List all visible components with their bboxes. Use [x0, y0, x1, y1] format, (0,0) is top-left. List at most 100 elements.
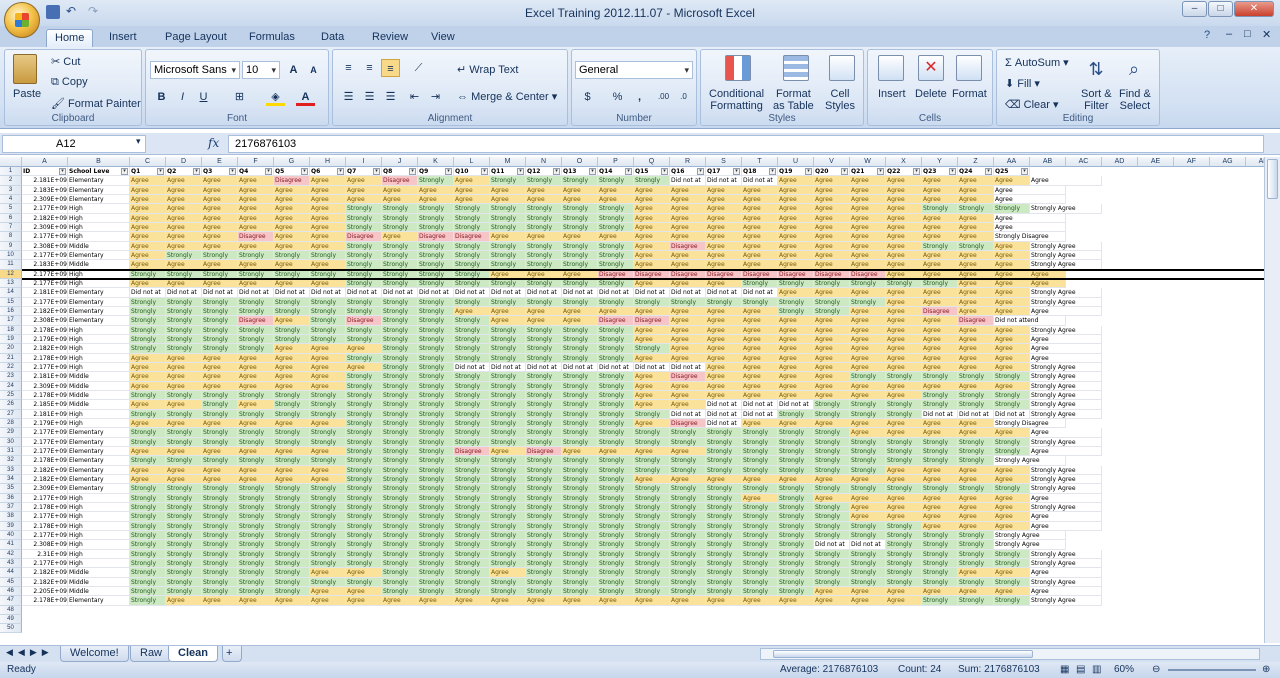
- response-cell[interactable]: Strongly: [598, 568, 634, 578]
- cell-styles-button[interactable]: Cell Styles: [825, 88, 855, 112]
- response-cell[interactable]: Strongly: [526, 400, 562, 410]
- response-cell[interactable]: Agree: [274, 362, 310, 373]
- response-cell[interactable]: Strongly: [310, 484, 346, 494]
- response-cell[interactable]: Strongly: [562, 213, 598, 223]
- response-cell[interactable]: Agree: [778, 250, 814, 261]
- response-cell[interactable]: Strongly: [706, 297, 742, 307]
- response-cell[interactable]: Strongly: [130, 540, 166, 550]
- response-cell[interactable]: Strongly: [418, 390, 454, 401]
- response-cell[interactable]: Strongly Agree: [994, 530, 1066, 541]
- response-cell[interactable]: Agree: [526, 194, 562, 205]
- response-cell[interactable]: Strongly: [382, 484, 418, 494]
- response-cell[interactable]: Agree: [958, 194, 994, 205]
- response-cell[interactable]: Strongly: [202, 502, 238, 513]
- response-cell[interactable]: Strongly: [958, 549, 994, 559]
- response-cell[interactable]: Agree: [238, 204, 274, 214]
- filter-dropdown-icon[interactable]: ▾: [697, 168, 704, 175]
- increase-decimal-button[interactable]: .00: [657, 92, 670, 101]
- response-cell[interactable]: Agree: [166, 222, 202, 233]
- response-cell[interactable]: Agree: [706, 316, 742, 326]
- response-cell[interactable]: Strongly Agree: [1030, 558, 1102, 569]
- response-cell[interactable]: Agree: [1030, 568, 1102, 578]
- response-cell[interactable]: Strongly: [922, 484, 958, 494]
- response-cell[interactable]: Strongly: [490, 530, 526, 541]
- response-cell[interactable]: Strongly: [454, 521, 490, 531]
- percent-button[interactable]: %: [612, 91, 623, 103]
- response-cell[interactable]: Strongly: [598, 540, 634, 550]
- id-cell[interactable]: 2.177E+09: [22, 558, 68, 569]
- response-cell[interactable]: Strongly: [346, 334, 382, 345]
- response-cell[interactable]: Agree: [454, 596, 490, 606]
- response-cell[interactable]: Strongly: [814, 577, 850, 587]
- response-cell[interactable]: Strongly: [166, 297, 202, 307]
- response-cell[interactable]: Agree: [706, 390, 742, 401]
- response-cell[interactable]: Strongly: [922, 446, 958, 457]
- response-cell[interactable]: Strongly: [778, 465, 814, 475]
- response-cell[interactable]: Strongly: [526, 344, 562, 354]
- response-cell[interactable]: Strongly: [958, 446, 994, 457]
- response-cell[interactable]: Strongly: [418, 344, 454, 354]
- response-cell[interactable]: Agree: [814, 250, 850, 261]
- response-cell[interactable]: Agree: [670, 232, 706, 242]
- column-header[interactable]: Y: [922, 157, 958, 167]
- response-cell[interactable]: Strongly: [922, 437, 958, 447]
- response-cell[interactable]: Strongly: [382, 586, 418, 597]
- response-cell[interactable]: Strongly: [634, 344, 670, 354]
- response-cell[interactable]: Agree: [778, 185, 814, 195]
- header-cell[interactable]: Q11 ▾: [490, 167, 526, 177]
- response-cell[interactable]: Strongly: [562, 493, 598, 503]
- response-cell[interactable]: Strongly: [418, 502, 454, 513]
- response-cell[interactable]: Strongly: [418, 530, 454, 541]
- response-cell[interactable]: Agree: [742, 493, 778, 503]
- response-cell[interactable]: Strongly: [598, 334, 634, 345]
- response-cell[interactable]: Disagree: [454, 232, 490, 242]
- response-cell[interactable]: Agree: [634, 474, 670, 485]
- response-cell[interactable]: Strongly: [418, 474, 454, 485]
- response-cell[interactable]: Strongly: [166, 577, 202, 587]
- id-cell[interactable]: 2.308E+09: [22, 540, 68, 550]
- response-cell[interactable]: Agree: [958, 586, 994, 597]
- response-cell[interactable]: Strongly: [418, 325, 454, 335]
- response-cell[interactable]: Agree: [778, 204, 814, 214]
- response-cell[interactable]: Agree: [886, 260, 922, 270]
- response-cell[interactable]: Agree: [202, 381, 238, 391]
- school-level-cell[interactable]: High: [68, 269, 130, 279]
- response-cell[interactable]: Agree: [886, 362, 922, 373]
- row-header[interactable]: 10: [0, 250, 22, 261]
- response-cell[interactable]: Agree: [850, 288, 886, 298]
- response-cell[interactable]: Strongly: [346, 577, 382, 587]
- school-level-cell[interactable]: Elementary: [68, 428, 130, 438]
- header-cell[interactable]: Q22 ▾: [886, 167, 922, 177]
- response-cell[interactable]: Strongly: [526, 521, 562, 531]
- response-cell[interactable]: Strongly: [598, 260, 634, 270]
- response-cell[interactable]: Strongly: [454, 540, 490, 550]
- response-cell[interactable]: Strongly: [274, 530, 310, 541]
- response-cell[interactable]: Strongly: [418, 334, 454, 345]
- response-cell[interactable]: Strongly: [346, 428, 382, 438]
- response-cell[interactable]: Agree: [598, 185, 634, 195]
- response-cell[interactable]: Strongly: [814, 409, 850, 419]
- response-cell[interactable]: Strongly: [886, 577, 922, 587]
- response-cell[interactable]: Agree: [310, 278, 346, 289]
- response-cell[interactable]: Strongly: [454, 474, 490, 485]
- zoom-in-icon[interactable]: ⊕: [1262, 664, 1271, 675]
- response-cell[interactable]: Strongly: [418, 372, 454, 382]
- response-cell[interactable]: Agree: [670, 474, 706, 485]
- response-cell[interactable]: Strongly: [670, 484, 706, 494]
- response-cell[interactable]: Did not at: [526, 288, 562, 298]
- response-cell[interactable]: Strongly: [886, 456, 922, 466]
- response-cell[interactable]: Strongly: [922, 400, 958, 410]
- response-cell[interactable]: Agree: [634, 185, 670, 195]
- response-cell[interactable]: Agree: [778, 222, 814, 233]
- response-cell[interactable]: Strongly: [454, 260, 490, 270]
- response-cell[interactable]: Agree: [886, 502, 922, 513]
- response-cell[interactable]: Strongly: [238, 540, 274, 550]
- clear-button[interactable]: ⌫ Clear ▾: [1005, 99, 1059, 111]
- response-cell[interactable]: Strongly: [238, 586, 274, 597]
- school-level-cell[interactable]: High: [68, 353, 130, 363]
- response-cell[interactable]: Agree: [778, 474, 814, 485]
- response-cell[interactable]: Strongly: [670, 502, 706, 513]
- row-header[interactable]: 22: [0, 362, 22, 373]
- response-cell[interactable]: Strongly: [706, 428, 742, 438]
- response-cell[interactable]: Strongly: [994, 549, 1030, 559]
